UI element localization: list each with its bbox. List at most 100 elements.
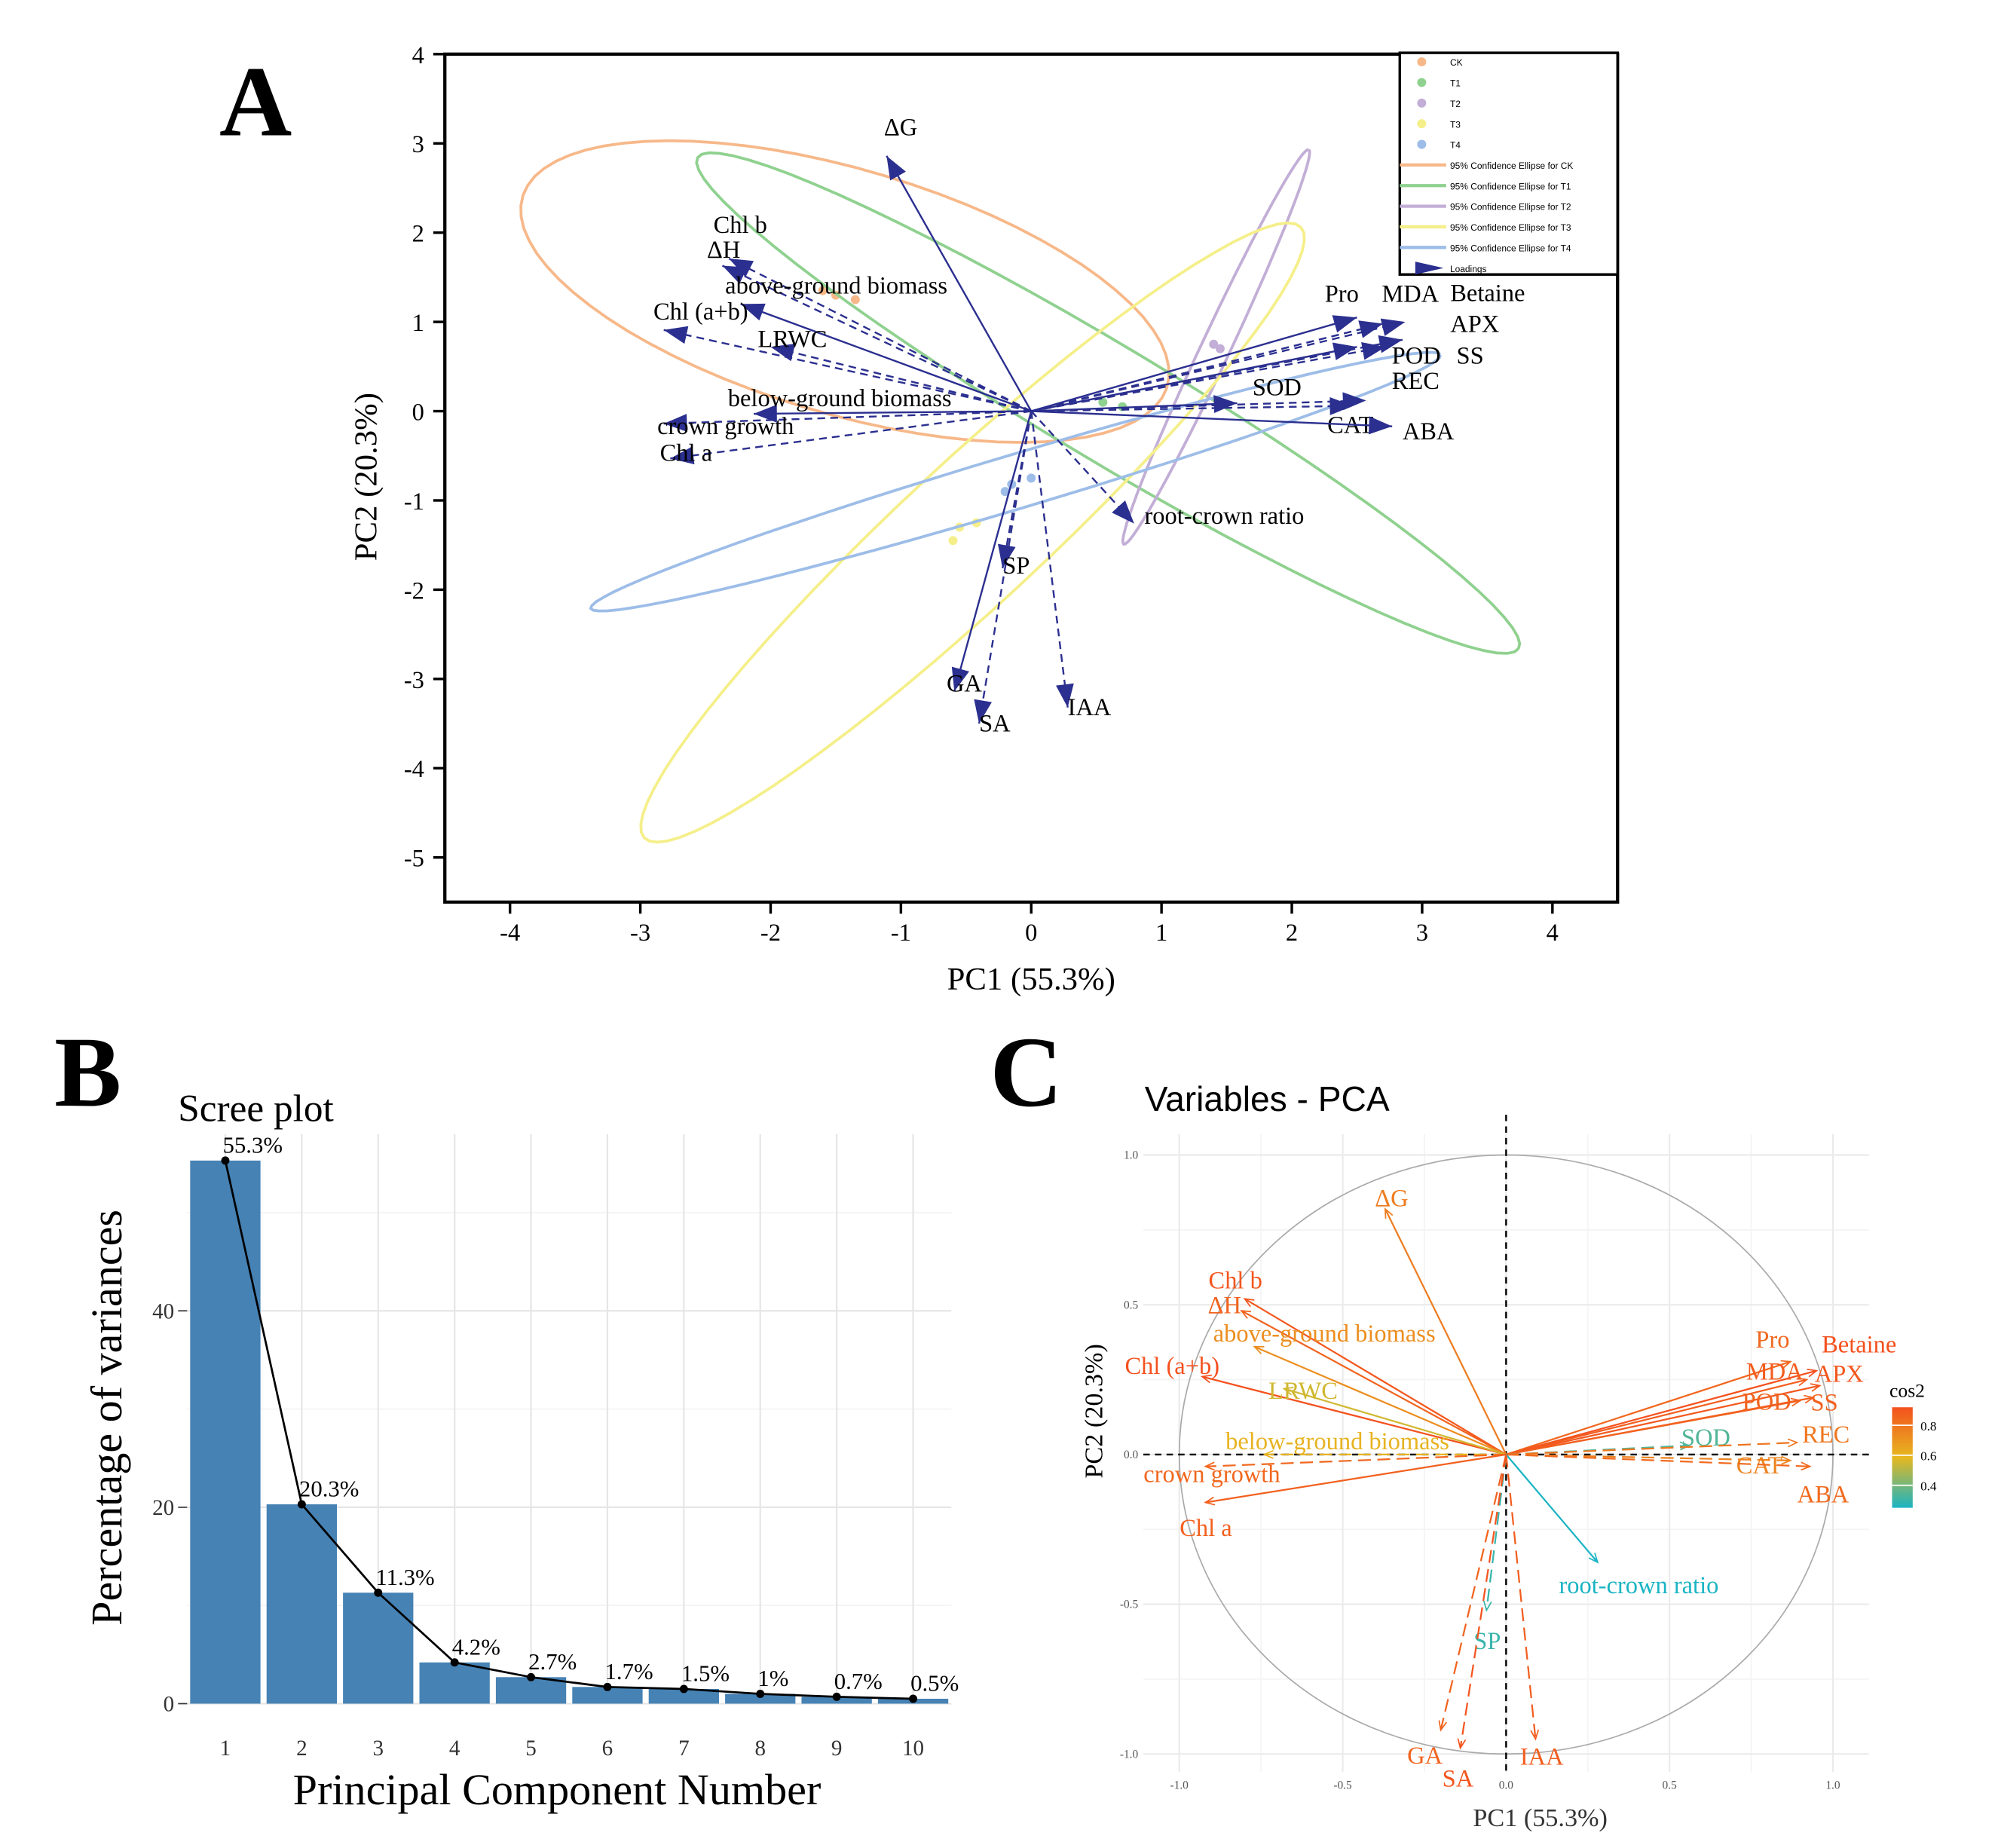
x-tick-label: -1.0 [1170,1779,1189,1791]
data-label-pc7: 1.5% [681,1661,730,1687]
loading-label-apx: APX [1450,311,1499,338]
loading-label-betaine: Betaine [1450,280,1525,307]
variable-arrow-root-crown-ratio [1505,1454,1599,1563]
variable-label-chl-b: Chl b [1209,1268,1262,1295]
legend-label: T4 [1450,140,1461,151]
variable-arrow-chl-a [1205,1453,1507,1504]
loading-arrowhead-lrwc [770,344,796,362]
legend-marker-t3 [1417,119,1427,129]
variable-label-lrwc: LRWC [1268,1378,1338,1405]
loading-arrow-chl-a [670,410,1032,460]
x-tick-label: 1 [1155,919,1167,947]
x-tick-label: 1.0 [1825,1779,1840,1791]
loading-label-iaa: IAA [1068,694,1112,721]
y-tick-label: 0.0 [1124,1449,1139,1461]
x-tick-label: 3 [1416,919,1428,947]
legend-label: Loadings [1450,264,1487,274]
loading-arrow-above-ground-biomass [740,303,1032,412]
variable-arrow-aba [1506,1453,1810,1467]
variable-label-below-ground-biomass: below-ground biomass [1225,1428,1449,1455]
legend-label: 95% Confidence Ellipse for T2 [1450,202,1571,213]
y-axis-label: Percentage of variances [82,1210,131,1626]
variable-arrow-chl-b [1244,1298,1507,1455]
loading-label-pod: POD [1392,343,1441,370]
variable-arrowhead-ga [1438,1720,1448,1732]
colorbar-title: cos2 [1889,1380,1925,1402]
variable-label-pro: Pro [1755,1326,1789,1354]
x-tick-label: 9 [831,1736,843,1761]
chart-title: Variables - PCA [1145,1079,1390,1118]
data-label-pc2: 20.3% [299,1476,359,1502]
variable-arrowhead-sod [1679,1441,1691,1451]
y-tick-label: -2 [404,577,424,604]
variable-arrowhead-rec [1787,1438,1799,1448]
legend-label: CK [1450,57,1463,68]
variable-arrow-lrwc [1284,1388,1507,1455]
variable-arrowhead-chl-b [1243,1298,1255,1308]
variable-arrow-ga [1440,1454,1507,1730]
y-tick-label: 1 [412,310,424,337]
variable-arrowhead-below-ground-biomass [1262,1449,1274,1459]
data-label-pc4: 4.2% [452,1635,500,1660]
loading-arrow-sa [978,411,1033,724]
x-tick-label: -2 [760,919,781,947]
legend-label: T3 [1450,119,1461,130]
x-tick-label: 1 [220,1736,231,1761]
variable-arrowhead-crown-growth [1204,1461,1215,1471]
data-label-pc3: 11.3% [375,1565,434,1590]
y-tick-label: 4 [412,42,424,69]
x-axis-label: PC1 (55.3%) [1473,1804,1608,1832]
scree-point-pc5 [527,1672,536,1681]
data-label-pc8: 1% [757,1666,788,1691]
y-tick-label: -4 [404,756,424,783]
legend-label: 95% Confidence Ellipse for T3 [1450,222,1571,233]
variable-arrowhead-iaa [1530,1729,1540,1741]
x-axis-label: Principal Component Number [293,1765,822,1814]
confidence-ellipse-t4 [589,350,1442,613]
data-label-pc5: 2.7% [528,1649,577,1675]
loading-label-h: ΔH [707,237,740,264]
y-tick-label: 40 [152,1300,174,1324]
scree-point-pc2 [297,1500,306,1509]
x-tick-label: -1 [891,919,911,947]
variable-label-crown-growth: crown growth [1143,1461,1280,1488]
variable-label-apx: APX [1815,1360,1864,1388]
variable-label-cat: CAT [1736,1452,1783,1479]
y-tick-label: 2 [412,221,424,248]
score-point-t2 [1215,344,1225,353]
legend-marker-t2 [1417,98,1427,108]
loading-arrowhead-above-ground-biomass [740,303,766,321]
loading-arrow-crown-growth [663,410,1032,425]
chart-title: Scree plot [178,1088,333,1131]
loading-arrowhead-betaine [1380,318,1406,336]
data-label-pc1: 55.3% [223,1133,283,1158]
loading-label-rec: REC [1392,368,1440,395]
loading-arrow-below-ground-biomass [753,410,1032,415]
bar-pc5 [495,1677,567,1704]
loading-arrowhead-g [886,155,906,181]
variable-arrowhead-h [1240,1310,1252,1319]
variable-arrow-iaa [1505,1454,1537,1739]
y-tick-label: 1.0 [1124,1149,1139,1162]
loading-arrow-chl-b [728,257,1032,412]
bar-pc8 [725,1693,796,1704]
variable-arrow-betaine [1506,1369,1817,1455]
variable-arrowhead-sp [1482,1600,1492,1612]
x-tick-label: -4 [500,919,520,947]
score-point-ck [818,286,828,295]
loading-label-ga: GA [947,670,982,697]
scree-point-pc7 [679,1684,688,1693]
loading-label-g: ΔG [884,114,917,141]
colorbar-tick-label: 0.8 [1920,1419,1936,1433]
loading-label-sod: SOD [1253,375,1302,402]
variable-arrow-cat [1506,1453,1791,1461]
x-tick-label: 0.5 [1663,1779,1678,1791]
variable-arrowhead-betaine [1807,1368,1819,1378]
variable-arrowhead-sa [1457,1738,1467,1750]
panel-letter-b: B [54,1016,121,1127]
y-tick-label: -1 [404,488,424,516]
variable-arrow-crown-growth [1205,1453,1507,1467]
score-point-t1 [1098,397,1108,407]
loading-arrow-sod [1031,402,1238,412]
